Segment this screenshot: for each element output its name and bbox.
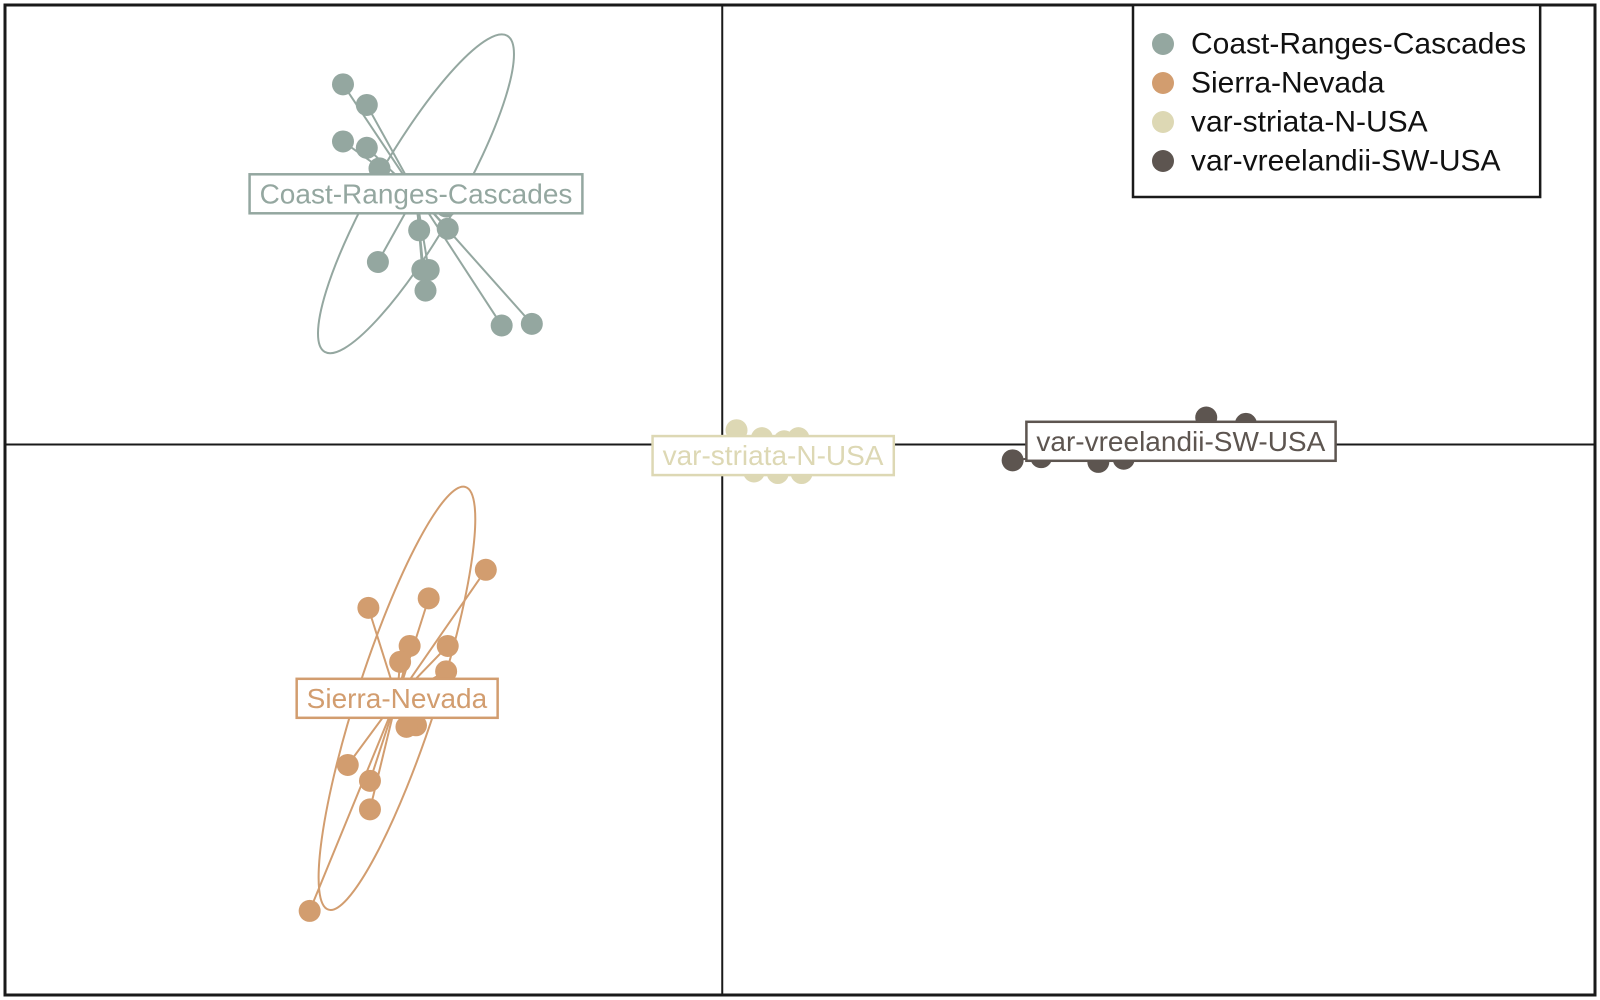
group-label-text: var-vreelandii-SW-USA (1036, 426, 1325, 457)
group-label: var-striata-N-USA (651, 434, 896, 477)
data-point (408, 219, 431, 242)
data-point (355, 136, 378, 159)
data-point (389, 650, 412, 673)
legend-swatch (1152, 72, 1174, 94)
data-point (331, 130, 354, 153)
data-point (436, 217, 459, 240)
data-point (395, 715, 418, 738)
data-point (366, 251, 389, 274)
group-label-box (1025, 420, 1337, 463)
group-label: Coast-Ranges-Cascades (248, 173, 584, 215)
star-line (396, 569, 487, 699)
data-point (1001, 449, 1024, 472)
star-line (308, 697, 398, 912)
star-line (415, 193, 503, 327)
legend: Coast-Ranges-Cascades Sierra-Nevada var-st… (1131, 3, 1542, 199)
data-point (417, 258, 440, 281)
group-label-text: Sierra-Nevada (307, 683, 488, 714)
data-point (417, 587, 440, 610)
data-point (435, 660, 458, 683)
data-point (474, 558, 497, 581)
data-point (490, 314, 513, 337)
group-label: Sierra-Nevada (295, 677, 499, 720)
group-label-box (651, 434, 896, 477)
data-point (357, 596, 380, 619)
legend-entry-label: Sierra-Nevada (1191, 67, 1385, 100)
legend-entry-label: var-striata-N-USA (1191, 106, 1428, 139)
legend-swatch (1152, 111, 1174, 133)
data-point (331, 73, 354, 96)
data-point (436, 634, 459, 657)
data-point (520, 312, 543, 335)
legend-box (1131, 3, 1542, 199)
data-point (358, 798, 381, 821)
legend-entry-label: var-vreelandii-SW-USA (1191, 145, 1501, 178)
group-label-text: Coast-Ranges-Cascades (260, 178, 573, 209)
data-point (355, 93, 378, 116)
legend-swatch (1152, 33, 1174, 55)
legend-entry-label: Coast-Ranges-Cascades (1191, 28, 1526, 61)
legend-swatch (1152, 150, 1174, 172)
data-point (414, 279, 437, 302)
group-label-box (248, 173, 584, 215)
star-line (415, 193, 533, 325)
data-point (298, 899, 321, 922)
group-label-text: var-striata-N-USA (663, 440, 884, 471)
group-label-box (295, 677, 499, 720)
data-point (358, 769, 381, 792)
data-point (398, 634, 421, 657)
data-point (336, 753, 359, 776)
group-labels-layer: Coast-Ranges-Cascades Sierra-Nevada var-st… (248, 173, 1337, 720)
group-label: var-vreelandii-SW-USA (1025, 420, 1337, 463)
